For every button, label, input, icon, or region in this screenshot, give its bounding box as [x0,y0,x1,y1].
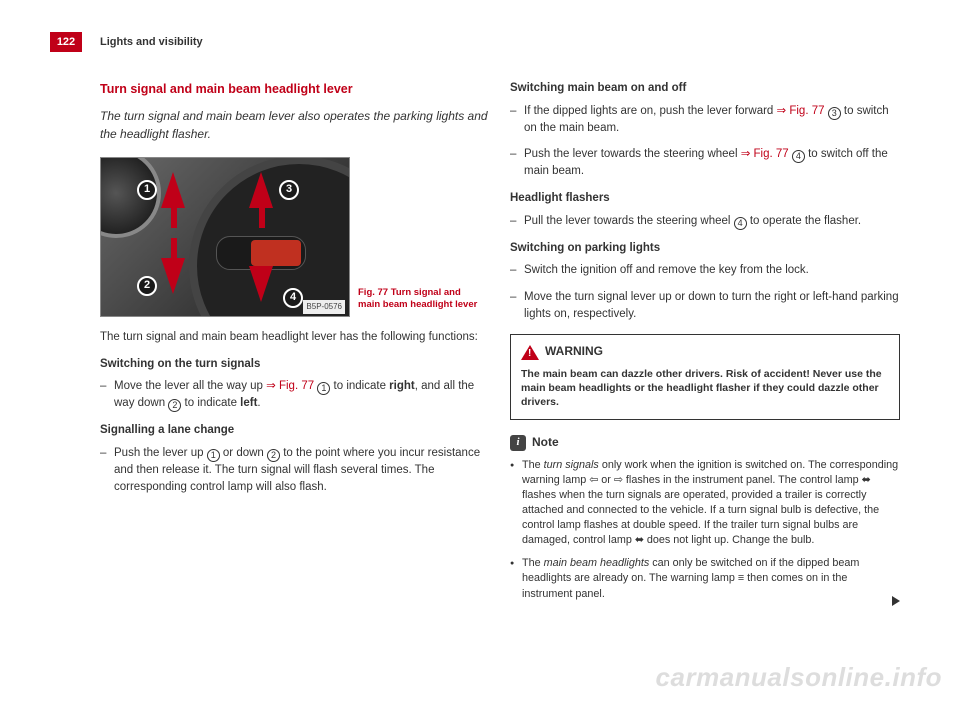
text-italic: turn signals [544,459,599,471]
article-subheading: The turn signal and main beam lever also… [100,108,490,143]
subhead-lane-change: Signalling a lane change [100,422,490,439]
text: The [522,459,544,471]
arrow-stem-1 [171,206,177,228]
indicator-left-icon: ⇦ [589,474,598,486]
text: to operate the flasher. [747,215,861,227]
list-lane-change: Push the lever up 1 or down 2 to the poi… [100,445,490,495]
text: to indicate [330,380,389,392]
text: Push the lever towards the steering whee… [524,148,741,160]
fig-ref: ⇒ Fig. 77 [777,105,825,117]
manual-page: 122 Lights and visibility Turn signal an… [0,0,960,701]
subhead-main-beam: Switching main beam on and off [510,80,900,97]
inline-callout-3: 3 [828,107,841,120]
arrow-stem-3 [259,206,265,228]
note-item: The turn signals only work when the igni… [510,458,900,549]
note-list: The turn signals only work when the igni… [510,458,900,602]
image-id: B5P-0576 [303,300,345,314]
figure-caption: Fig. 77 Turn signal and main beam headli… [358,287,478,311]
intro-text: The turn signal and main beam headlight … [100,329,490,346]
text: flashes in the instrument panel. The con… [623,474,862,486]
subhead-turn-signals: Switching on the turn signals [100,356,490,373]
text: does not light up. Change the bulb. [644,534,814,546]
figure-image: 1 2 3 4 B5P-0576 [100,157,350,317]
lever-display-graphic [251,240,301,266]
list-item: Push the lever towards the steering whee… [510,146,900,180]
list-item: Move the turn signal lever up or down to… [510,289,900,322]
list-item: Switch the ignition off and remove the k… [510,262,900,279]
arrow-up-3 [249,172,273,208]
trailer-lamp-icon: ⬌ [635,534,644,546]
text-bold: left [240,397,257,409]
list-main-beam: If the dipped lights are on, push the le… [510,103,900,180]
text-italic: main beam headlights [544,557,650,569]
list-turn-signals: Move the lever all the way up ⇒ Fig. 77 … [100,378,490,412]
text: or [598,474,614,486]
inline-callout-4: 4 [734,217,747,230]
inline-callout-2: 2 [267,449,280,462]
note-heading: i Note [510,434,900,451]
callout-4: 4 [283,288,303,308]
list-item: Move the lever all the way up ⇒ Fig. 77 … [100,378,490,412]
text: Move the lever all the way up [114,380,266,392]
text: If the dipped lights are on, push the le… [524,105,777,117]
fig-ref: ⇒ Fig. 77 [741,148,789,160]
list-flashers: Pull the lever towards the steering whee… [510,213,900,230]
warning-heading: WARNING [521,343,889,360]
callout-3: 3 [279,180,299,200]
list-item: Push the lever up 1 or down 2 to the poi… [100,445,490,495]
section-header: Lights and visibility [100,36,203,48]
indicator-right-icon: ⇨ [614,474,623,486]
page-number-tab: 122 [50,32,82,52]
warning-box: WARNING The main beam can dazzle other d… [510,334,900,420]
fig-ref: ⇒ Fig. 77 [266,380,314,392]
left-column: Turn signal and main beam headlight leve… [100,80,490,505]
callout-2: 2 [137,276,157,296]
arrow-down-2 [161,258,185,294]
right-column: Switching main beam on and off If the di… [510,80,900,610]
list-parking: Switch the ignition off and remove the k… [510,262,900,322]
text-bold: right [389,380,415,392]
text: or down [220,447,267,459]
watermark: carmanualsonline.info [656,662,942,693]
list-item: If the dipped lights are on, push the le… [510,103,900,137]
callout-1: 1 [137,180,157,200]
article-heading: Turn signal and main beam headlight leve… [100,80,490,98]
trailer-lamp-icon: ⬌ [862,474,871,486]
continued-icon [892,596,900,606]
info-icon: i [510,435,526,451]
text: Pull the lever towards the steering whee… [524,215,734,227]
warning-icon [521,345,539,360]
inline-callout-2: 2 [168,399,181,412]
note-title: Note [532,434,559,451]
text: The [522,557,544,569]
inline-callout-1: 1 [207,449,220,462]
text: to indicate [181,397,240,409]
subhead-parking: Switching on parking lights [510,240,900,257]
subhead-flashers: Headlight flashers [510,190,900,207]
inline-callout-4: 4 [792,150,805,163]
text: Push the lever up [114,447,207,459]
warning-body: The main beam can dazzle other drivers. … [521,367,889,410]
arrow-down-4 [249,266,273,302]
warning-title: WARNING [545,343,603,360]
list-item: Pull the lever towards the steering whee… [510,213,900,230]
note-item: The main beam headlights can only be swi… [510,556,900,601]
arrow-stem-2 [171,238,177,260]
inline-callout-1: 1 [317,382,330,395]
arrow-up-1 [161,172,185,208]
figure-77: 1 2 3 4 B5P-0576 Fig. 77 Turn signal and… [100,157,350,317]
